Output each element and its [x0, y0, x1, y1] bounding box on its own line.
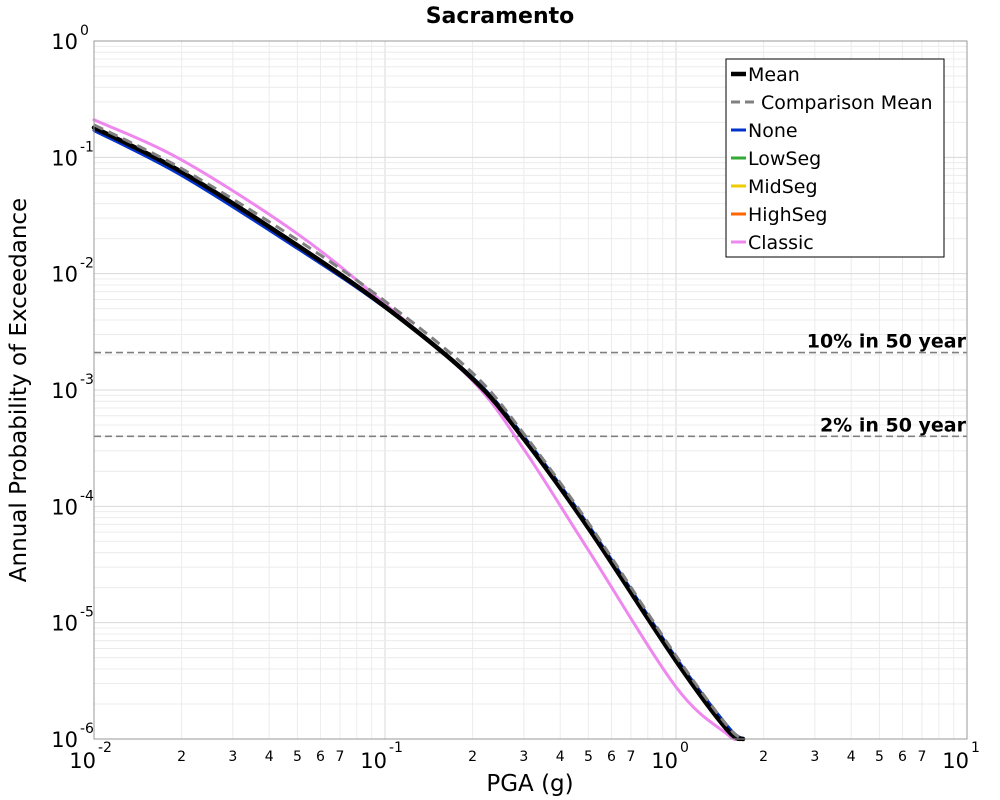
- legend-label: LowSeg: [748, 148, 821, 170]
- x-minor-tick-label: 5: [584, 749, 593, 765]
- series-line-mean: [91, 125, 746, 742]
- x-minor-tick-label: 4: [556, 749, 565, 765]
- x-tick-label-exponent: 0: [680, 740, 689, 756]
- legend: Mean Comparison Mean None LowSeg MidSeg HighS…: [725, 58, 945, 258]
- reference-line-label: 2% in 50 year: [820, 414, 967, 436]
- x-minor-tick-label: 2: [759, 749, 768, 765]
- y-tick-label-exponent: -5: [80, 605, 94, 621]
- legend-label: Mean: [748, 64, 800, 86]
- x-minor-tick-label: 3: [228, 749, 237, 765]
- y-tick-label-base: 10: [51, 263, 78, 287]
- x-minor-tick-label: 5: [293, 749, 302, 765]
- x-minor-tick-label: 3: [519, 749, 528, 765]
- legend-label: Classic: [748, 232, 814, 254]
- x-minor-tick-label: 7: [626, 749, 635, 765]
- x-minor-tick-label: 6: [898, 749, 907, 765]
- y-tick-label-exponent: -2: [80, 256, 94, 272]
- grid: [94, 41, 967, 739]
- x-tick-label-base: 10: [69, 749, 96, 773]
- x-minor-tick-label: 4: [847, 749, 856, 765]
- y-tick-label-base: 10: [51, 146, 78, 170]
- series-line-classic: [92, 118, 739, 742]
- y-tick-label-base: 10: [51, 728, 78, 752]
- x-minor-tick-label: 6: [316, 749, 325, 765]
- x-minor-tick-label: 2: [177, 749, 186, 765]
- x-tick-label-exponent: 1: [971, 740, 980, 756]
- y-axis-label: Annual Probability of Exceedance: [6, 198, 32, 582]
- y-tick-label-exponent: -4: [80, 488, 94, 504]
- x-minor-tick-label: 6: [607, 749, 616, 765]
- y-tick-label-exponent: -3: [80, 372, 94, 388]
- y-tick-label-base: 10: [51, 612, 78, 636]
- x-minor-tick-label: 7: [335, 749, 344, 765]
- chart-title: Sacramento: [426, 4, 575, 29]
- y-tick-label-base: 10: [51, 379, 78, 403]
- y-tick-label-exponent: -1: [80, 139, 94, 155]
- x-tick-label-base: 10: [942, 749, 969, 773]
- y-tick-label-exponent: 0: [80, 23, 89, 39]
- legend-label: HighSeg: [748, 204, 827, 226]
- series-lines: [91, 118, 746, 742]
- x-tick-label-exponent: -1: [389, 740, 403, 756]
- x-minor-tick-label: 2: [468, 749, 477, 765]
- series-line-comparison-mean: [93, 123, 745, 741]
- x-tick-label-base: 10: [651, 749, 678, 773]
- y-tick-label-exponent: -6: [80, 721, 94, 737]
- reference-line-label: 10% in 50 year: [807, 331, 967, 353]
- legend-label: MidSeg: [748, 176, 818, 198]
- x-tick-label-exponent: -2: [98, 740, 112, 756]
- x-minor-tick-label: 4: [265, 749, 274, 765]
- x-minor-tick-label: 5: [875, 749, 884, 765]
- x-tick-label-base: 10: [360, 749, 387, 773]
- legend-label: None: [748, 120, 798, 142]
- legend-box: [725, 58, 945, 258]
- x-minor-tick-label: 3: [810, 749, 819, 765]
- legend-label: Comparison Mean: [761, 92, 933, 114]
- y-tick-label-base: 10: [51, 495, 78, 519]
- x-axis-label: PGA (g): [486, 771, 573, 797]
- plot-area-frame: [93, 40, 968, 740]
- x-minor-tick-label: 7: [917, 749, 926, 765]
- reference-lines: 10% in 50 year 2% in 50 year: [94, 331, 967, 438]
- y-tick-label-base: 10: [51, 30, 78, 54]
